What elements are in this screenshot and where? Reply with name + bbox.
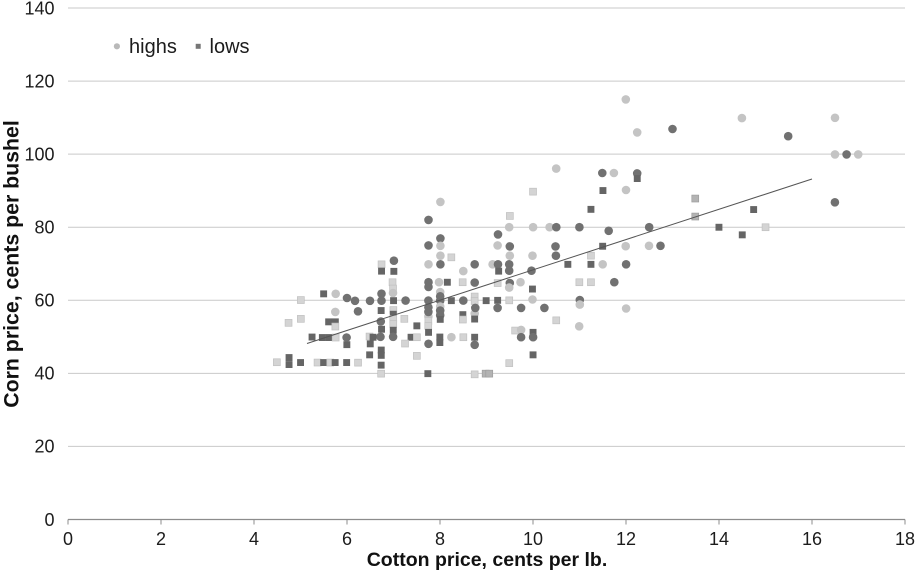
svg-text:12: 12 (616, 529, 636, 549)
svg-text:16: 16 (802, 529, 822, 549)
svg-text:18: 18 (895, 529, 915, 549)
svg-text:140: 140 (24, 0, 54, 18)
svg-text:Corn price, cents per bushel: Corn price, cents per bushel (0, 120, 24, 408)
svg-text:2: 2 (156, 529, 166, 549)
svg-text:4: 4 (249, 529, 259, 549)
svg-text:40: 40 (34, 364, 54, 384)
svg-text:8: 8 (435, 529, 445, 549)
svg-text:80: 80 (34, 218, 54, 238)
svg-text:100: 100 (24, 144, 54, 164)
svg-text:10: 10 (523, 529, 543, 549)
svg-text:0: 0 (44, 510, 54, 530)
svg-text:20: 20 (34, 437, 54, 457)
svg-text:120: 120 (24, 71, 54, 91)
svg-text:Cotton price, cents per lb.: Cotton price, cents per lb. (367, 549, 608, 571)
svg-text:highs: highs (129, 36, 177, 58)
svg-text:14: 14 (709, 529, 729, 549)
svg-text:0: 0 (63, 529, 73, 549)
svg-text:lows: lows (210, 36, 250, 58)
svg-text:6: 6 (342, 529, 352, 549)
svg-text:60: 60 (34, 291, 54, 311)
